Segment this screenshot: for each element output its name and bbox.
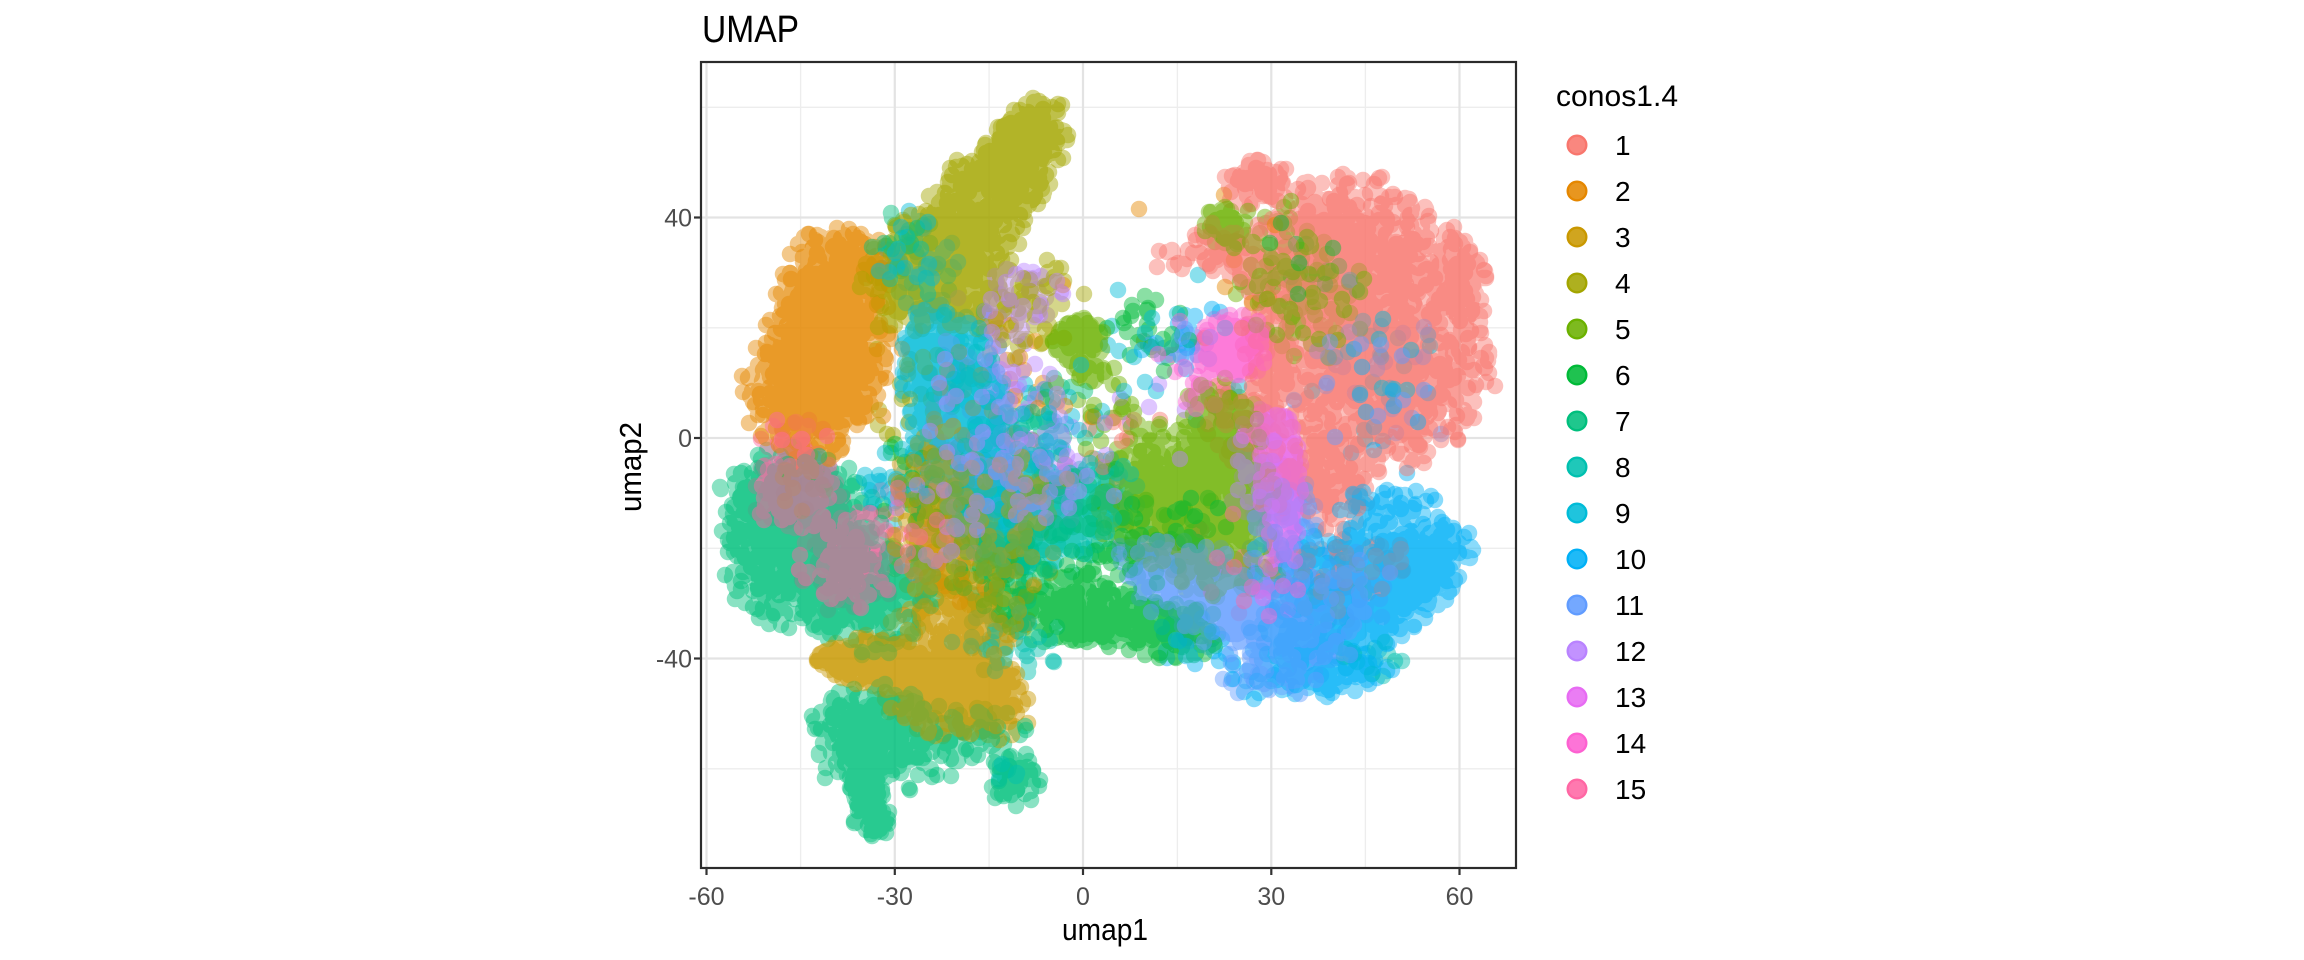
svg-text:0: 0 [678, 425, 692, 453]
svg-text:40: 40 [664, 205, 692, 233]
svg-text:9: 9 [1615, 498, 1631, 529]
svg-text:-40: -40 [656, 646, 692, 674]
svg-text:6: 6 [1615, 360, 1631, 391]
svg-text:umap1: umap1 [1062, 912, 1148, 947]
svg-text:5: 5 [1615, 314, 1631, 345]
svg-text:1: 1 [1615, 130, 1631, 161]
svg-text:3: 3 [1615, 222, 1631, 253]
svg-text:-30: -30 [877, 883, 913, 911]
svg-text:30: 30 [1257, 883, 1285, 911]
svg-text:14: 14 [1615, 728, 1646, 759]
svg-text:2: 2 [1615, 176, 1631, 207]
svg-text:conos1.4: conos1.4 [1556, 80, 1678, 113]
svg-text:7: 7 [1615, 406, 1631, 437]
svg-text:-60: -60 [688, 883, 724, 911]
svg-text:0: 0 [1076, 883, 1090, 911]
svg-text:8: 8 [1615, 452, 1631, 483]
svg-text:11: 11 [1615, 590, 1644, 621]
svg-text:13: 13 [1615, 682, 1646, 713]
svg-text:4: 4 [1615, 268, 1631, 299]
svg-text:15: 15 [1615, 774, 1646, 805]
svg-text:12: 12 [1615, 636, 1646, 667]
svg-text:umap2: umap2 [613, 422, 648, 512]
svg-text:UMAP: UMAP [702, 9, 799, 51]
svg-text:60: 60 [1446, 883, 1474, 911]
svg-text:10: 10 [1615, 544, 1646, 575]
